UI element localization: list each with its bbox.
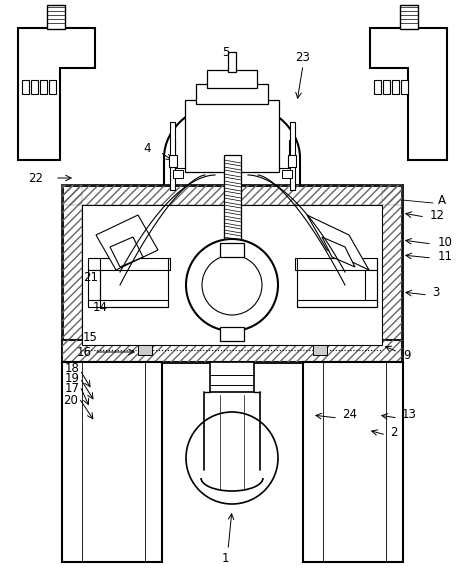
Text: 9: 9	[403, 349, 411, 362]
Bar	[170, 122, 175, 190]
Text: A: A	[438, 194, 446, 207]
Bar	[383, 80, 390, 94]
Bar	[282, 170, 292, 178]
Bar	[313, 345, 327, 355]
Bar	[297, 300, 377, 307]
Bar	[303, 362, 403, 562]
Bar	[228, 52, 236, 72]
Text: 5: 5	[222, 46, 230, 59]
Bar	[288, 155, 296, 167]
Bar	[47, 5, 65, 29]
Text: 16: 16	[77, 346, 92, 359]
Bar	[185, 100, 279, 172]
Bar	[88, 270, 100, 304]
Bar	[374, 80, 381, 94]
Bar	[365, 270, 377, 304]
Text: 14: 14	[93, 301, 108, 313]
Circle shape	[186, 239, 278, 331]
Text: 4: 4	[143, 141, 151, 154]
Bar	[22, 80, 29, 94]
Text: 20: 20	[63, 393, 78, 407]
Text: 12: 12	[430, 208, 445, 221]
Bar	[224, 155, 241, 255]
Text: 3: 3	[432, 285, 439, 299]
Bar	[62, 340, 402, 362]
Bar	[82, 205, 382, 345]
Bar	[40, 80, 47, 94]
Bar	[196, 84, 268, 104]
Polygon shape	[18, 28, 95, 160]
Text: 18: 18	[65, 362, 80, 375]
Bar	[400, 5, 418, 29]
Polygon shape	[96, 215, 158, 270]
Polygon shape	[370, 28, 447, 160]
Text: 2: 2	[390, 426, 398, 438]
Bar	[210, 362, 254, 392]
Bar	[220, 243, 244, 257]
Polygon shape	[307, 215, 369, 270]
Bar	[401, 80, 408, 94]
Text: 22: 22	[28, 171, 43, 184]
Bar	[290, 122, 295, 190]
Text: 11: 11	[438, 249, 453, 262]
Text: 17: 17	[65, 382, 80, 394]
Bar	[169, 155, 177, 167]
Bar	[207, 70, 257, 88]
Polygon shape	[322, 237, 355, 267]
Bar	[173, 170, 183, 178]
Text: 19: 19	[65, 372, 80, 384]
Bar	[62, 362, 162, 562]
Bar	[88, 300, 168, 307]
Bar	[31, 80, 38, 94]
Text: 1: 1	[221, 552, 229, 565]
Circle shape	[202, 255, 262, 315]
Polygon shape	[110, 237, 143, 267]
Text: 10: 10	[438, 235, 453, 248]
Text: 13: 13	[402, 409, 417, 421]
Bar	[392, 80, 399, 94]
Text: 15: 15	[83, 330, 98, 343]
Text: 24: 24	[342, 409, 357, 421]
Bar	[295, 258, 377, 270]
Bar	[220, 327, 244, 341]
Text: 21: 21	[83, 271, 98, 284]
Bar	[49, 80, 56, 94]
Bar	[88, 258, 170, 270]
Bar	[62, 185, 402, 362]
Text: 23: 23	[295, 50, 310, 63]
Circle shape	[186, 412, 278, 504]
Bar	[138, 345, 152, 355]
